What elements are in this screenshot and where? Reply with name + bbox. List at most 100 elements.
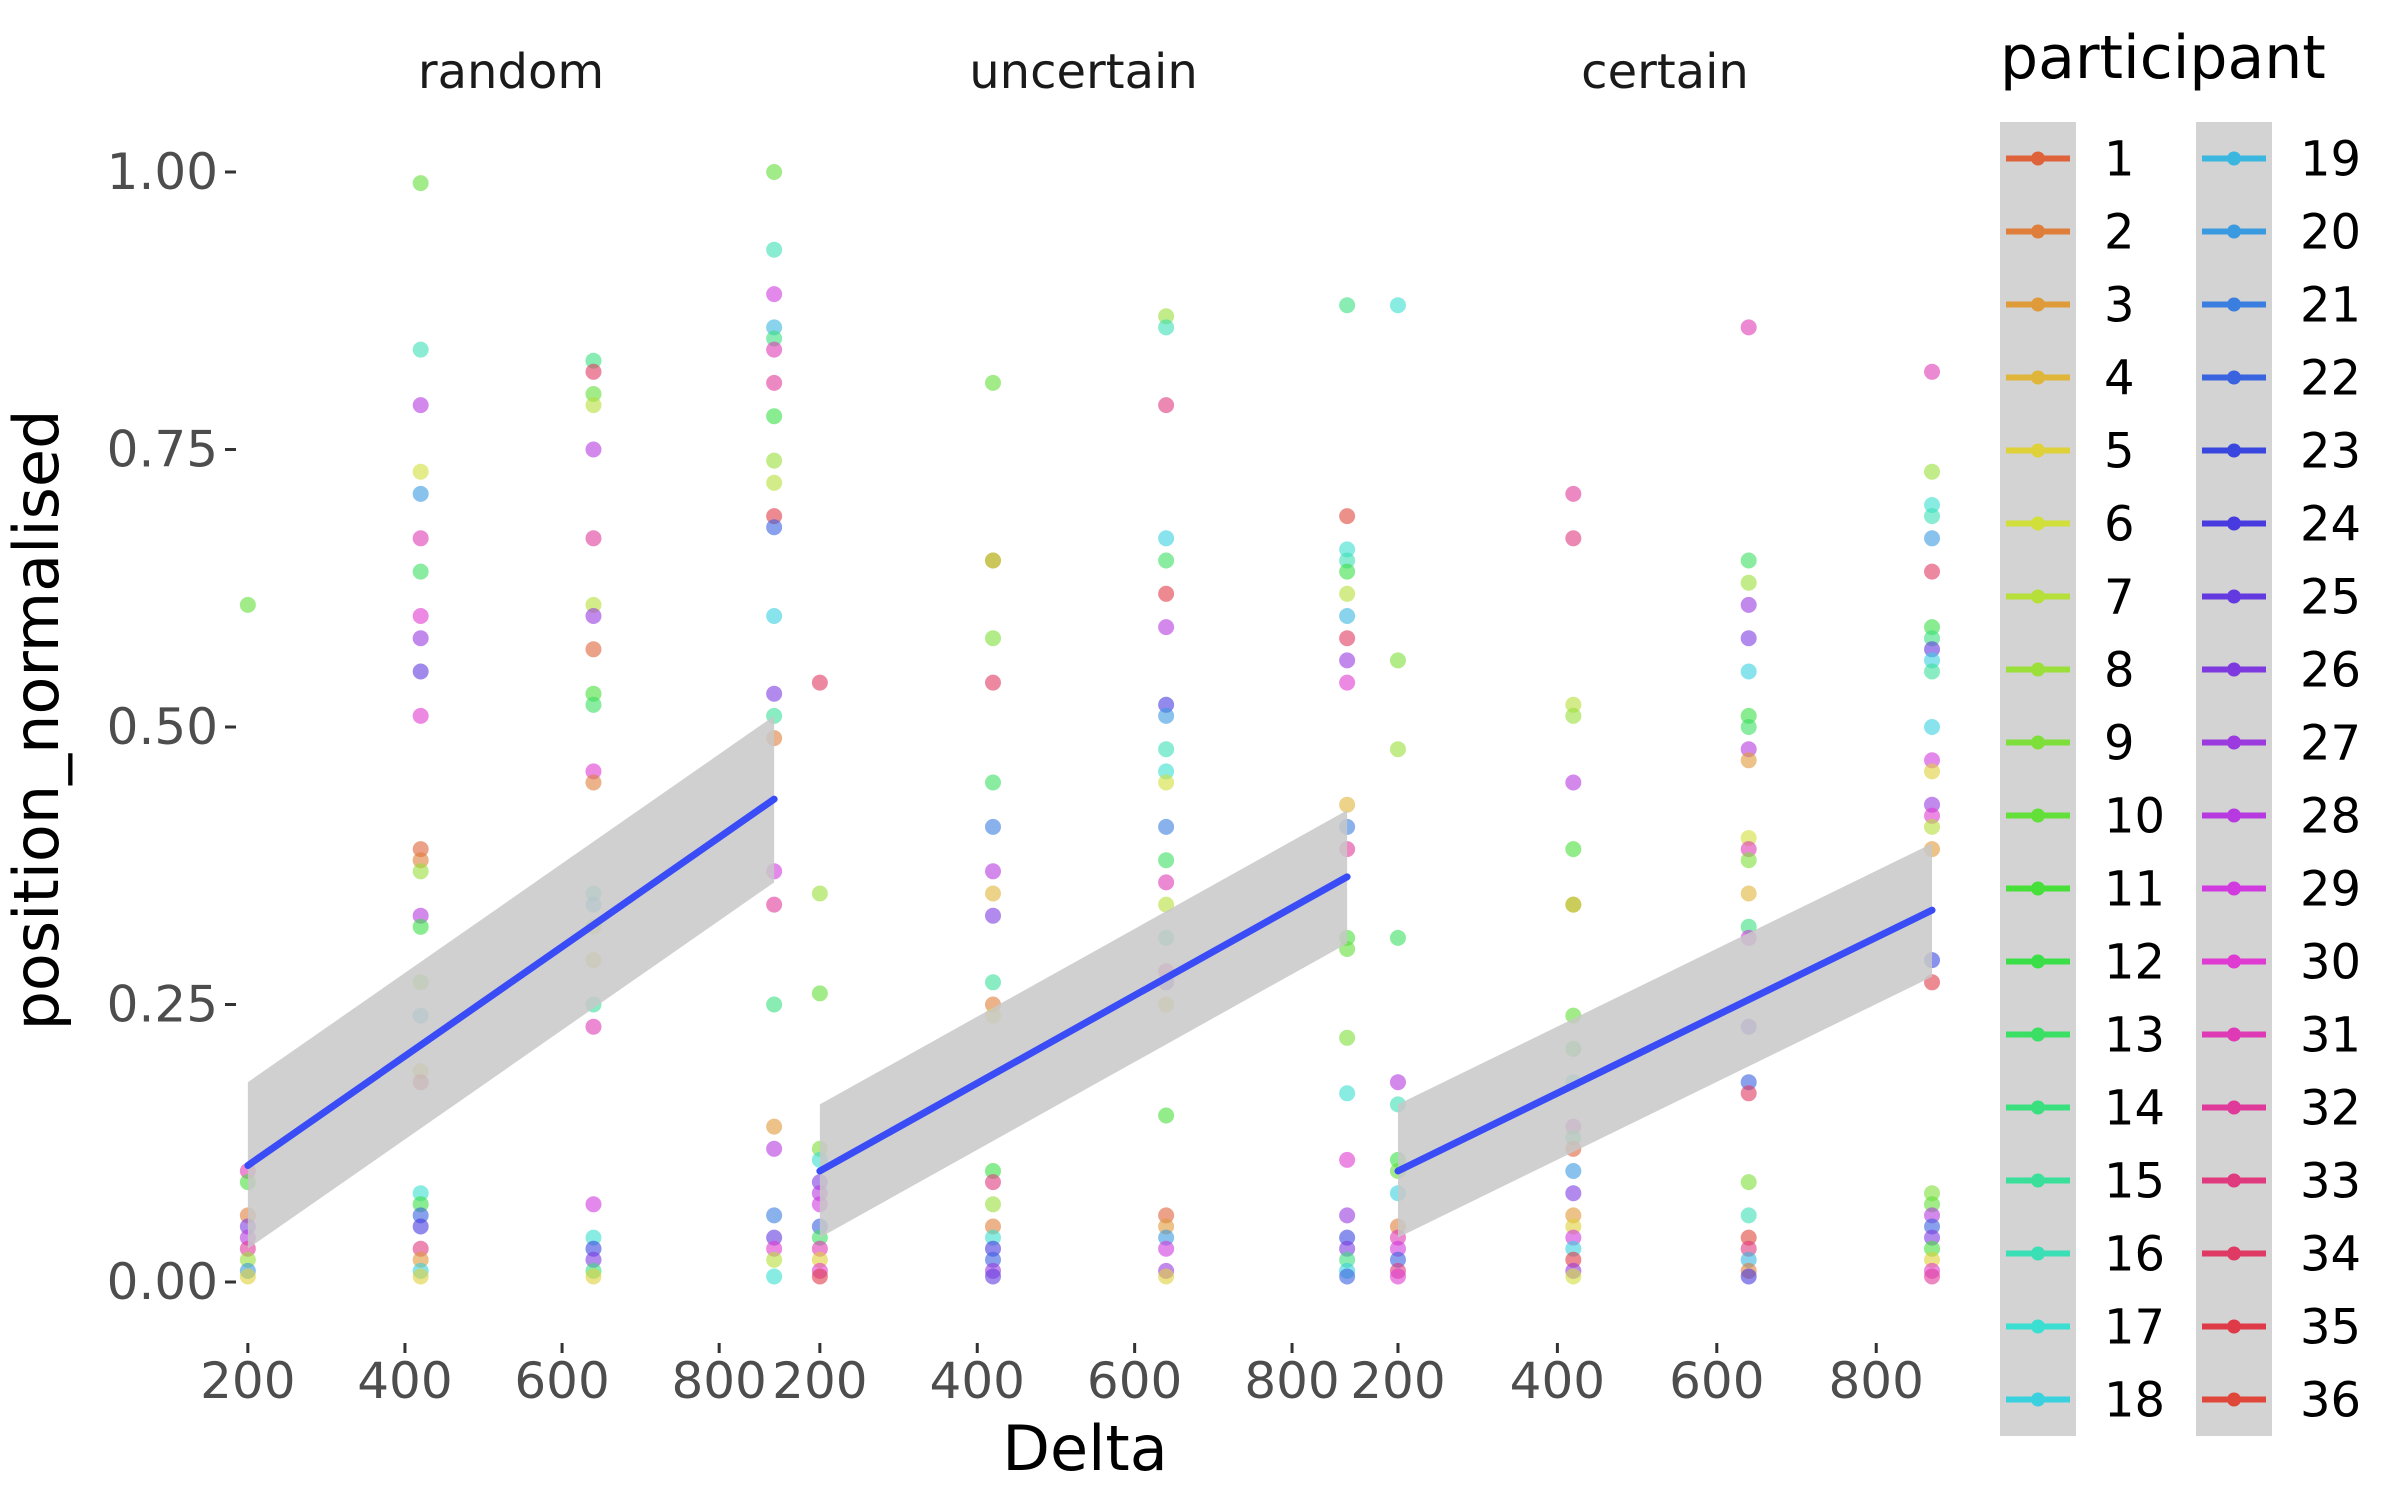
data-point: [1339, 674, 1356, 691]
data-point: [811, 885, 828, 902]
y-axis: 0.00 0.25 0.50 0.75 1.00: [107, 143, 236, 1311]
data-point: [412, 341, 429, 358]
data-point: [1924, 1196, 1941, 1213]
data-point: [1389, 1268, 1406, 1285]
facet-random: random 200 400 600 800: [200, 44, 783, 1410]
data-point: [1158, 397, 1175, 414]
legend: participant 1234567891011121314151617181…: [2000, 23, 2361, 1436]
y-tick-label: 1.00: [107, 143, 218, 201]
facet-uncertain: uncertain 200 400 600 800: [772, 44, 1356, 1410]
data-point: [1158, 1107, 1175, 1124]
data-point: [1924, 818, 1941, 835]
x-tick-label: 800: [1829, 1352, 1924, 1410]
data-point: [1740, 1251, 1757, 1268]
legend-entry: 32: [2202, 1081, 2361, 1137]
data-point: [985, 1196, 1001, 1213]
data-point: [766, 374, 783, 391]
data-point: [1339, 1240, 1356, 1257]
legend-entry: 1: [2006, 132, 2135, 188]
legend-label: 12: [2104, 935, 2165, 991]
legend-label: 35: [2300, 1300, 2361, 1356]
data-point: [412, 1268, 429, 1285]
data-point: [585, 1268, 602, 1285]
legend-label: 2: [2104, 205, 2135, 261]
data-point: [1158, 896, 1175, 913]
data-point: [985, 1240, 1001, 1257]
data-point: [1924, 1240, 1941, 1257]
data-point: [1924, 641, 1941, 658]
legend-swatch-point: [2031, 1027, 2045, 1042]
data-point: [1740, 752, 1757, 769]
facet-strip-label: uncertain: [969, 44, 1198, 100]
legend-swatch-point: [2227, 662, 2241, 677]
legend-key-background: [2196, 122, 2272, 1436]
data-point: [1339, 541, 1356, 558]
data-point: [1389, 1251, 1406, 1268]
data-point: [1565, 1207, 1582, 1224]
data-point: [1740, 1174, 1757, 1191]
data-point: [1740, 1240, 1757, 1257]
y-tick-label: 0.25: [107, 976, 218, 1034]
legend-label: 28: [2300, 789, 2361, 845]
legend-swatch-point: [2227, 735, 2241, 750]
legend-swatch-point: [2031, 881, 2045, 896]
data-point: [1740, 830, 1757, 846]
data-point: [766, 1118, 783, 1135]
data-point: [1924, 619, 1941, 636]
data-point: [1158, 319, 1175, 336]
fit-line: [1394, 906, 1936, 1175]
data-point: [1339, 1268, 1356, 1285]
data-point: [1158, 1240, 1175, 1257]
data-point: [811, 1268, 828, 1285]
data-point: [766, 896, 783, 913]
data-point: [1158, 619, 1175, 636]
data-point: [1740, 1085, 1757, 1102]
data-point: [1924, 1268, 1941, 1285]
data-point: [1740, 663, 1757, 680]
data-point: [412, 530, 429, 547]
x-tick-label: 600: [1087, 1352, 1182, 1410]
legend-label: 34: [2300, 1227, 2361, 1283]
legend-swatch-point: [2227, 808, 2241, 823]
data-point: [1740, 574, 1757, 591]
data-point: [766, 408, 783, 425]
data-point: [1158, 552, 1175, 569]
legend-label: 13: [2104, 1008, 2165, 1064]
data-point: [585, 763, 602, 780]
data-point: [1389, 1240, 1406, 1257]
data-point: [1565, 1268, 1582, 1285]
data-point: [1740, 719, 1757, 735]
legend-swatch-point: [2031, 808, 2045, 823]
data-point: [1740, 1074, 1757, 1091]
data-point: [1339, 585, 1356, 602]
legend-swatch-point: [2227, 1246, 2241, 1261]
legend-swatch-point: [2227, 589, 2241, 604]
data-point: [585, 641, 602, 658]
data-point: [1740, 1207, 1757, 1224]
legend-swatch-point: [2031, 1173, 2045, 1188]
legend-entry: 30: [2202, 935, 2361, 991]
data-point: [412, 463, 429, 480]
legend-swatch-point: [2031, 735, 2045, 750]
data-point: [1389, 741, 1406, 758]
x-tick-label: 200: [200, 1352, 295, 1410]
data-point: [1339, 1151, 1356, 1168]
fit-line: [816, 873, 1351, 1175]
fit-line: [244, 795, 778, 1169]
legend-label: 10: [2104, 789, 2165, 845]
data-point: [412, 1207, 429, 1224]
data-point: [766, 1140, 783, 1157]
legend-entry: 20: [2202, 205, 2361, 261]
legend-swatch-point: [2031, 297, 2045, 312]
data-point: [412, 852, 429, 869]
data-point: [1158, 1229, 1175, 1246]
data-point: [1389, 929, 1406, 946]
data-point: [811, 1251, 828, 1268]
data-point: [412, 1218, 429, 1235]
legend-label: 4: [2104, 351, 2135, 407]
legend-label: 31: [2300, 1008, 2361, 1064]
data-point: [1565, 707, 1582, 724]
data-point: [1158, 585, 1175, 602]
legend-swatch-point: [2227, 954, 2241, 969]
legend-swatch-point: [2227, 1173, 2241, 1188]
